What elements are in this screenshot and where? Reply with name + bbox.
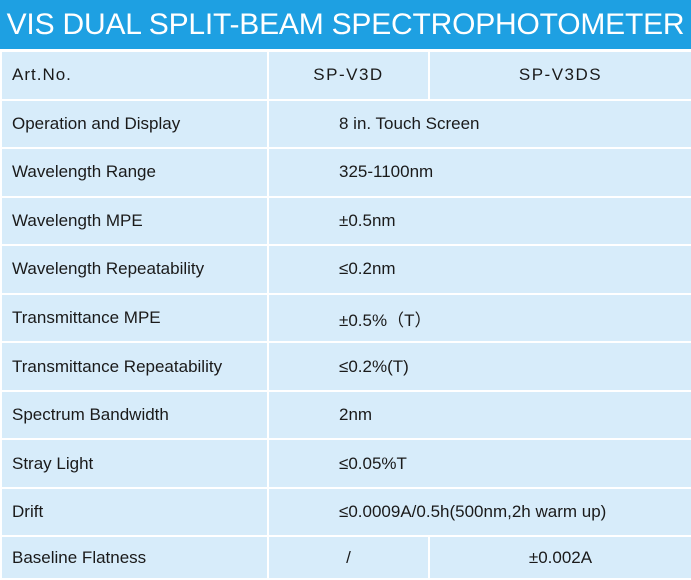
spec-value-wavelength-repeatability: ≤0.2nm — [267, 244, 691, 295]
spec-label-transmittance-mpe: Transmittance MPE — [0, 292, 269, 344]
spec-label-wavelength-repeatability: Wavelength Repeatability — [0, 244, 269, 295]
spec-label-stray-light: Stray Light — [0, 438, 269, 489]
header-model-sp-v3ds: SP-V3DS — [428, 50, 691, 101]
table-row: Drift ≤0.0009A/0.5h(500nm,2h warm up) — [0, 486, 691, 538]
table-row: Transmittance MPE ±0.5%（T） — [0, 292, 691, 344]
spec-value-baseline-flatness-sp-v3ds: ±0.002A — [428, 535, 691, 580]
page-title: VIS DUAL SPLIT-BEAM SPECTROPHOTOMETER — [0, 0, 691, 49]
spec-table: Art.No. SP-V3D SP-V3DS Operation and Dis… — [0, 50, 691, 580]
spec-label-wavelength-mpe: Wavelength MPE — [0, 195, 269, 247]
spec-value-operation-display: 8 in. Touch Screen — [267, 98, 691, 150]
table-row: Wavelength Repeatability ≤0.2nm — [0, 244, 691, 295]
table-row: Wavelength Range 325-1100nm — [0, 147, 691, 198]
table-row: Spectrum Bandwidth 2nm — [0, 389, 691, 441]
table-header-row: Art.No. SP-V3D SP-V3DS — [0, 50, 691, 101]
header-model-sp-v3d: SP-V3D — [267, 50, 430, 101]
spec-label-baseline-flatness: Baseline Flatness — [0, 535, 269, 580]
spec-label-wavelength-range: Wavelength Range — [0, 147, 269, 198]
spec-value-baseline-flatness-sp-v3d: / — [267, 535, 430, 580]
spec-value-wavelength-range: 325-1100nm — [267, 147, 691, 198]
table-row: Baseline Flatness / ±0.002A — [0, 535, 691, 580]
table-row: Operation and Display 8 in. Touch Screen — [0, 98, 691, 150]
spec-label-drift: Drift — [0, 486, 269, 538]
spec-value-stray-light: ≤0.05%T — [267, 438, 691, 489]
spec-value-drift: ≤0.0009A/0.5h(500nm,2h warm up) — [267, 486, 691, 538]
spec-label-spectrum-bandwidth: Spectrum Bandwidth — [0, 389, 269, 441]
spec-value-wavelength-mpe: ±0.5nm — [267, 195, 691, 247]
header-art-no-label: Art.No. — [0, 50, 269, 101]
spec-label-operation-display: Operation and Display — [0, 98, 269, 150]
spec-value-spectrum-bandwidth: 2nm — [267, 389, 691, 441]
spec-label-transmittance-repeatability: Transmittance Repeatability — [0, 341, 269, 392]
table-row: Stray Light ≤0.05%T — [0, 438, 691, 489]
spec-value-transmittance-repeatability: ≤0.2%(T) — [267, 341, 691, 392]
spec-value-transmittance-mpe: ±0.5%（T） — [267, 292, 691, 344]
table-row: Transmittance Repeatability ≤0.2%(T) — [0, 341, 691, 392]
table-row: Wavelength MPE ±0.5nm — [0, 195, 691, 247]
